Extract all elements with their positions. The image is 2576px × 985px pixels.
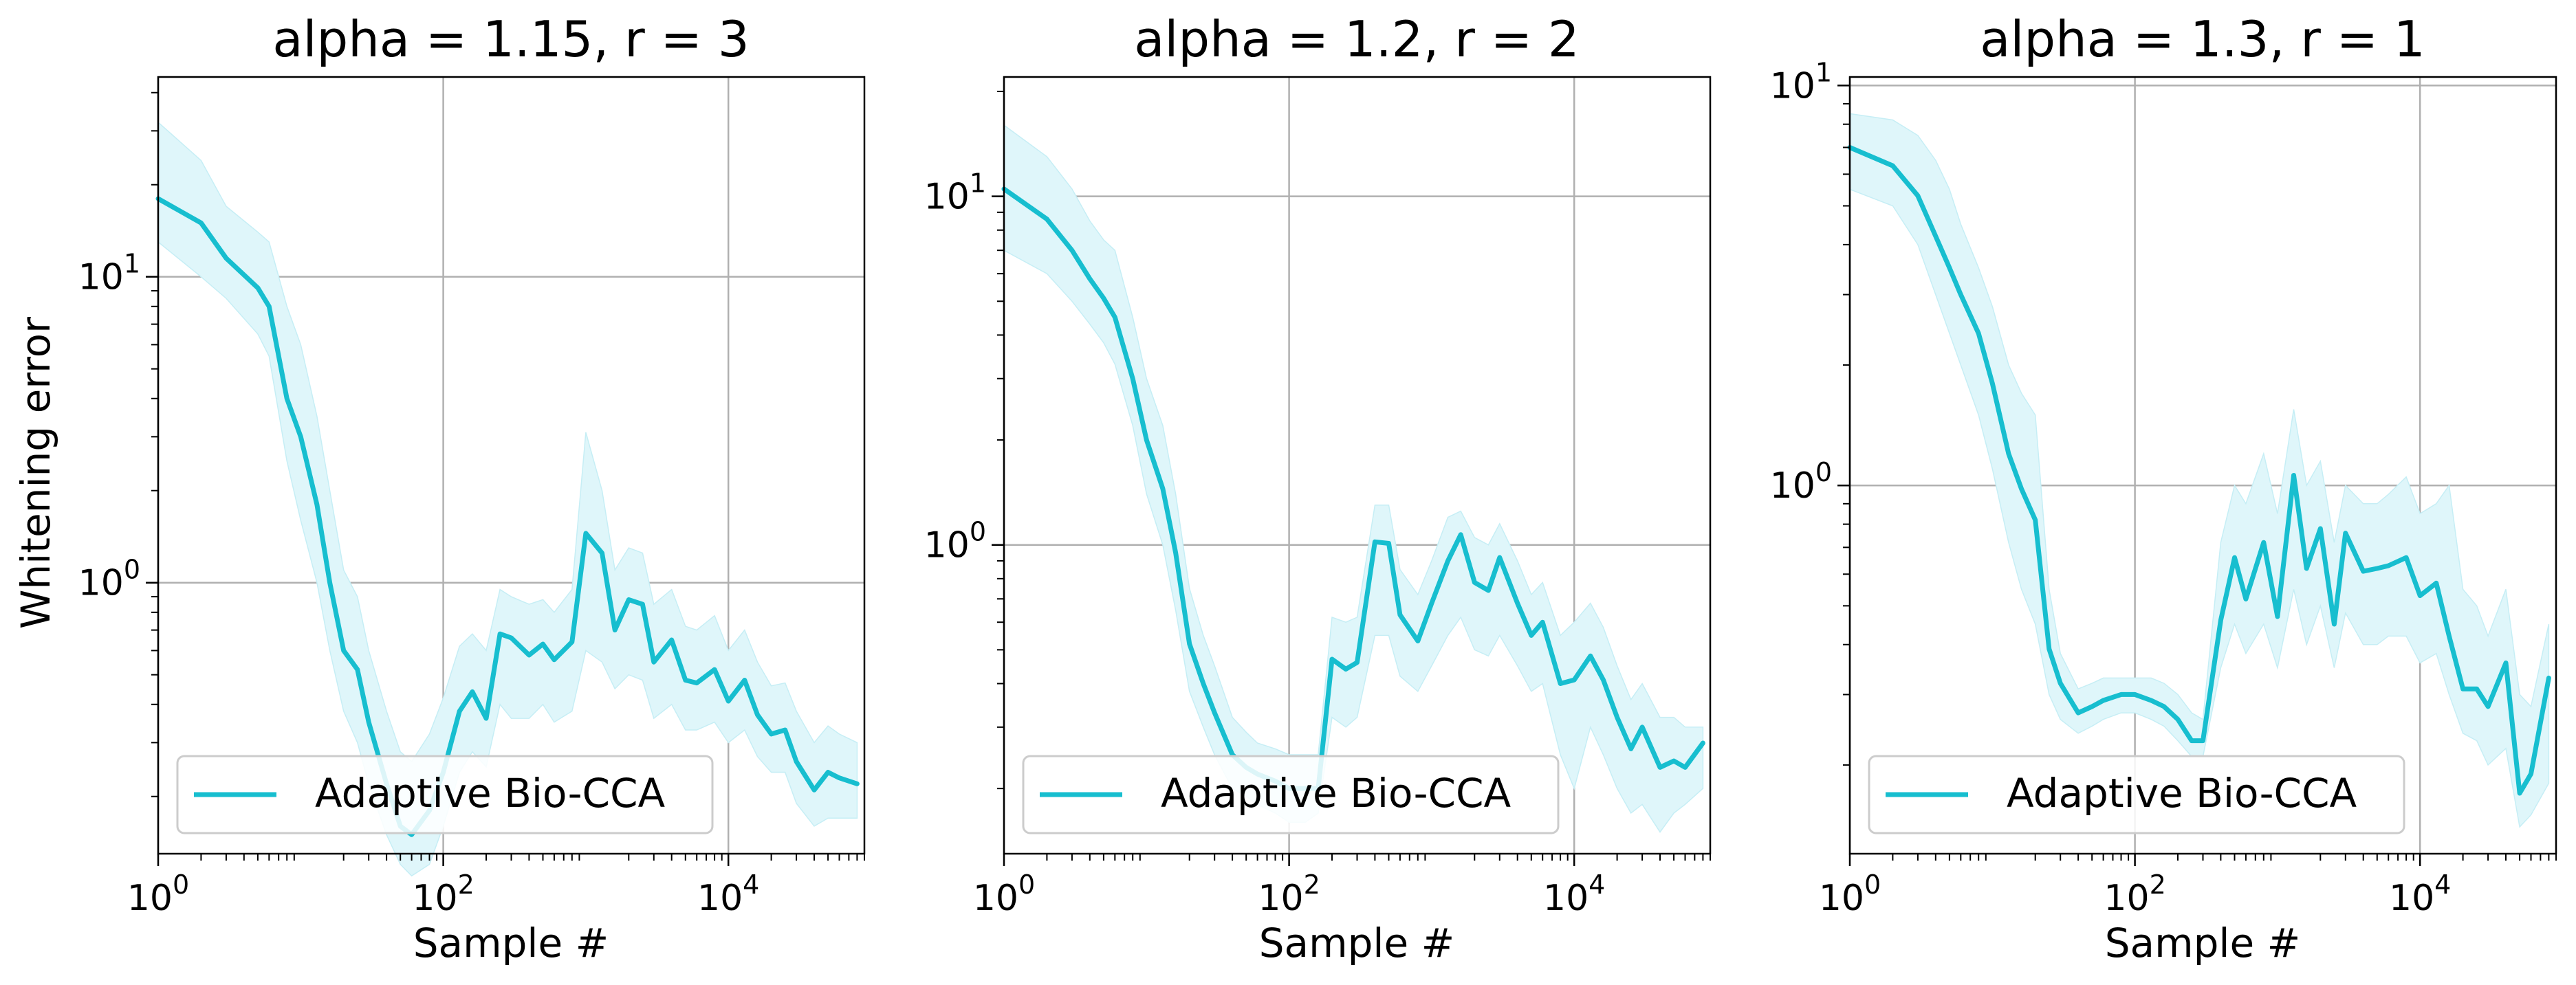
y-tick-label: 100 — [78, 555, 140, 604]
tick-labels: 100 102 104 100 101 — [78, 249, 760, 919]
tick-marks — [1837, 85, 2557, 866]
series-lines — [1001, 186, 1705, 791]
x-tick-label: 100 — [1819, 870, 1881, 919]
confidence-band-area — [157, 121, 858, 877]
x-tick-label: 104 — [2389, 870, 2451, 919]
series-line — [1001, 186, 1705, 791]
x-axis-label: Sample # — [413, 920, 609, 966]
series-line — [1847, 145, 2551, 796]
chart-title: alpha = 1.3, r = 1 — [1980, 10, 2425, 68]
legend-box — [176, 755, 714, 834]
chart-panel-2: alpha = 1.2, r = 2 100 102 104 100 101 Adapt… — [924, 10, 1712, 966]
series-lines — [1847, 145, 2551, 796]
y-tick-label: 100 — [1770, 457, 1832, 507]
legend-label: Adaptive Bio-CCA — [1161, 770, 1511, 817]
x-tick-label: 102 — [412, 870, 474, 919]
chart-title: alpha = 1.15, r = 3 — [272, 10, 749, 68]
chart-panel-3: alpha = 1.3, r = 1 100 102 104 100 101 Adapt… — [1770, 10, 2557, 966]
figure-ylabel: Whitening error — [12, 317, 59, 629]
x-tick-label: 102 — [2104, 870, 2165, 919]
legend: Adaptive Bio-CCA — [1868, 755, 2405, 834]
x-tick-label: 100 — [127, 870, 189, 919]
y-tick-label: 101 — [924, 168, 986, 218]
confidence-band — [1849, 113, 2550, 828]
legend: Adaptive Bio-CCA — [1022, 755, 1560, 834]
tick-marks — [146, 91, 865, 866]
tick-labels: 100 102 104 100 101 — [924, 168, 1606, 919]
y-tick-label: 100 — [924, 517, 986, 566]
legend-label: Adaptive Bio-CCA — [2007, 770, 2357, 817]
legend-box — [1022, 755, 1560, 834]
x-tick-label: 100 — [973, 870, 1035, 919]
x-tick-label: 104 — [1543, 870, 1605, 919]
legend: Adaptive Bio-CCA — [176, 755, 714, 834]
chart-panel-1: alpha = 1.15, r = 3 100 102 104 100 101 Adap… — [78, 10, 866, 966]
legend-label: Adaptive Bio-CCA — [315, 770, 666, 817]
x-tick-label: 104 — [697, 870, 759, 919]
x-axis-label: Sample # — [1259, 920, 1455, 966]
tick-marks — [992, 90, 1711, 866]
y-tick-label: 101 — [78, 249, 140, 298]
series-line — [155, 196, 860, 837]
confidence-band-area — [1849, 113, 2550, 828]
x-axis-label: Sample # — [2105, 920, 2301, 966]
x-tick-label: 102 — [1258, 870, 1320, 919]
y-tick-label: 101 — [1770, 57, 1832, 107]
legend-box — [1868, 755, 2405, 834]
confidence-band — [157, 121, 858, 877]
series-lines — [155, 196, 860, 837]
chart-title: alpha = 1.2, r = 2 — [1134, 10, 1579, 68]
